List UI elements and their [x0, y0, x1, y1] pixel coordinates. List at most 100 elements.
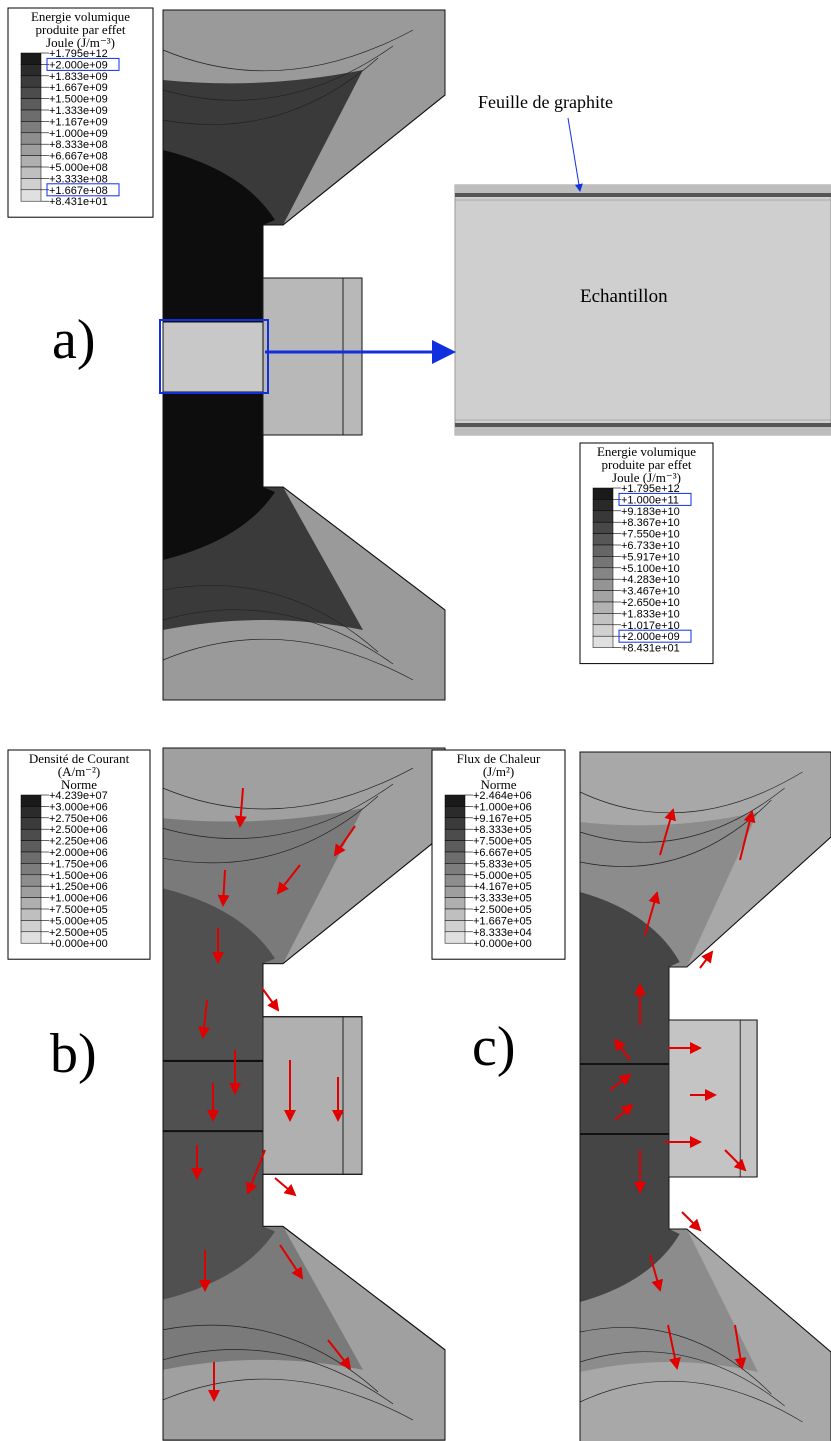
contour-line — [579, 1380, 803, 1423]
legend-title: produite par effet — [36, 22, 126, 37]
legend-entry: +7.500e+05 — [49, 904, 108, 916]
legend-entry: +1.017e+10 — [621, 620, 680, 632]
legend-entry: +3.000e+06 — [49, 801, 108, 813]
legend-entry: +0.000e+00 — [49, 938, 108, 950]
flux-arrow — [614, 1103, 634, 1121]
legend-entry: +1.500e+09 — [49, 94, 108, 106]
legend-entry: +1.795e+12 — [49, 48, 108, 60]
legend-swatch — [444, 806, 466, 819]
legend-swatch — [592, 510, 614, 523]
legend-entry: +1.750e+06 — [49, 858, 108, 870]
legend-entry: +5.000e+05 — [473, 870, 532, 882]
legend-swatch — [592, 590, 614, 603]
flux-arrow — [274, 1177, 297, 1197]
legend-entry: +2.500e+06 — [49, 824, 108, 836]
legend-swatch — [20, 851, 42, 864]
flux-arrow — [659, 808, 676, 856]
legend-title: Norme — [480, 777, 516, 792]
legend-swatch — [592, 635, 614, 648]
legend-entry: +2.500e+05 — [49, 927, 108, 939]
legend-title: Norme — [61, 777, 97, 792]
legend-swatch — [592, 578, 614, 591]
flux-arrow — [279, 1244, 304, 1280]
legend-swatch — [20, 109, 42, 122]
flux-arrow — [609, 1073, 632, 1091]
legend-title: Flux de Chaleur — [457, 751, 541, 766]
legend-swatch — [20, 885, 42, 898]
contour-line — [162, 1378, 414, 1421]
legend-entry: +1.000e+06 — [49, 893, 108, 905]
legend-entry: +8.431e+01 — [49, 196, 108, 208]
annotation-arrow — [567, 117, 583, 192]
legend-highlight — [46, 57, 120, 71]
flux-arrow — [734, 1324, 747, 1370]
legend-entry: +7.500e+05 — [473, 836, 532, 848]
legend-swatch — [20, 166, 42, 179]
legend-entry: +6.667e+08 — [49, 151, 108, 163]
legend-title: (J/m²) — [483, 764, 514, 779]
contour-line — [579, 1327, 772, 1395]
legend-entry: +1.667e+09 — [49, 82, 108, 94]
legend-entry: +8.333e+04 — [473, 927, 532, 939]
legend-title: (A/m⁻²) — [58, 764, 101, 779]
legend-swatch — [20, 840, 42, 853]
contour-line — [162, 795, 379, 864]
contour-zone — [580, 892, 680, 1302]
legend-title: Energie volumique — [597, 444, 696, 459]
sample — [162, 321, 264, 393]
legend-swatch — [444, 931, 466, 944]
legend: Flux de Chaleur(J/m²)Norme+2.464e+06+1.0… — [431, 749, 566, 960]
legend-entry: +4.239e+07 — [49, 790, 108, 802]
legend-title: Joule (J/m⁻³) — [46, 35, 115, 50]
flux-arrow — [217, 869, 230, 907]
legend-swatch — [592, 521, 614, 534]
legend-swatch — [20, 178, 42, 191]
flux-arrow — [261, 987, 280, 1012]
spacer — [262, 1016, 363, 1175]
spacer — [262, 277, 363, 436]
legend-entry: +5.000e+05 — [49, 915, 108, 927]
legend-swatch — [592, 544, 614, 557]
legend-entry: +2.000e+09 — [621, 631, 680, 643]
flux-arrow — [681, 1211, 702, 1232]
legend-highlight — [618, 629, 692, 643]
legend: Densité de Courant(A/m⁻²)Norme+4.239e+07… — [7, 749, 151, 960]
legend-swatch — [444, 920, 466, 933]
legend-entry: +1.167e+09 — [49, 116, 108, 128]
legend-entry: +1.500e+06 — [49, 870, 108, 882]
legend-swatch — [592, 613, 614, 626]
legend-entry: +5.833e+05 — [473, 858, 532, 870]
legend-swatch — [20, 863, 42, 876]
contour-line — [162, 783, 394, 839]
contour-line — [162, 747, 446, 1441]
legend-entry: +1.667e+08 — [49, 185, 108, 197]
legend-swatch — [444, 897, 466, 910]
legend-entry: +9.183e+10 — [621, 506, 680, 518]
legend-highlight — [46, 183, 120, 197]
contour-line — [162, 1349, 394, 1405]
flux-arrow — [724, 1149, 747, 1172]
flux-arrow — [234, 787, 247, 828]
spacer — [668, 1019, 758, 1178]
legend-entry: +1.833e+10 — [621, 608, 680, 620]
panel-label: c) — [472, 1016, 516, 1078]
legend-entry: +8.367e+10 — [621, 517, 680, 529]
flux-arrow — [246, 1149, 266, 1195]
legend-swatch — [592, 487, 614, 500]
legend-entry: +3.467e+10 — [621, 586, 680, 598]
legend-entry: +8.333e+05 — [473, 824, 532, 836]
legend-swatch — [444, 885, 466, 898]
legend-swatch — [444, 851, 466, 864]
fem-domain — [162, 747, 446, 1441]
legend-swatch — [592, 601, 614, 614]
contour-line — [579, 1351, 785, 1407]
panel-label: a) — [52, 309, 96, 371]
legend-entry: +1.000e+06 — [473, 801, 532, 813]
legend-entry: +4.283e+10 — [621, 574, 680, 586]
legend-entry: +1.250e+06 — [49, 881, 108, 893]
legend-swatch — [20, 98, 42, 111]
annotation: Feuille de graphite — [478, 92, 613, 112]
